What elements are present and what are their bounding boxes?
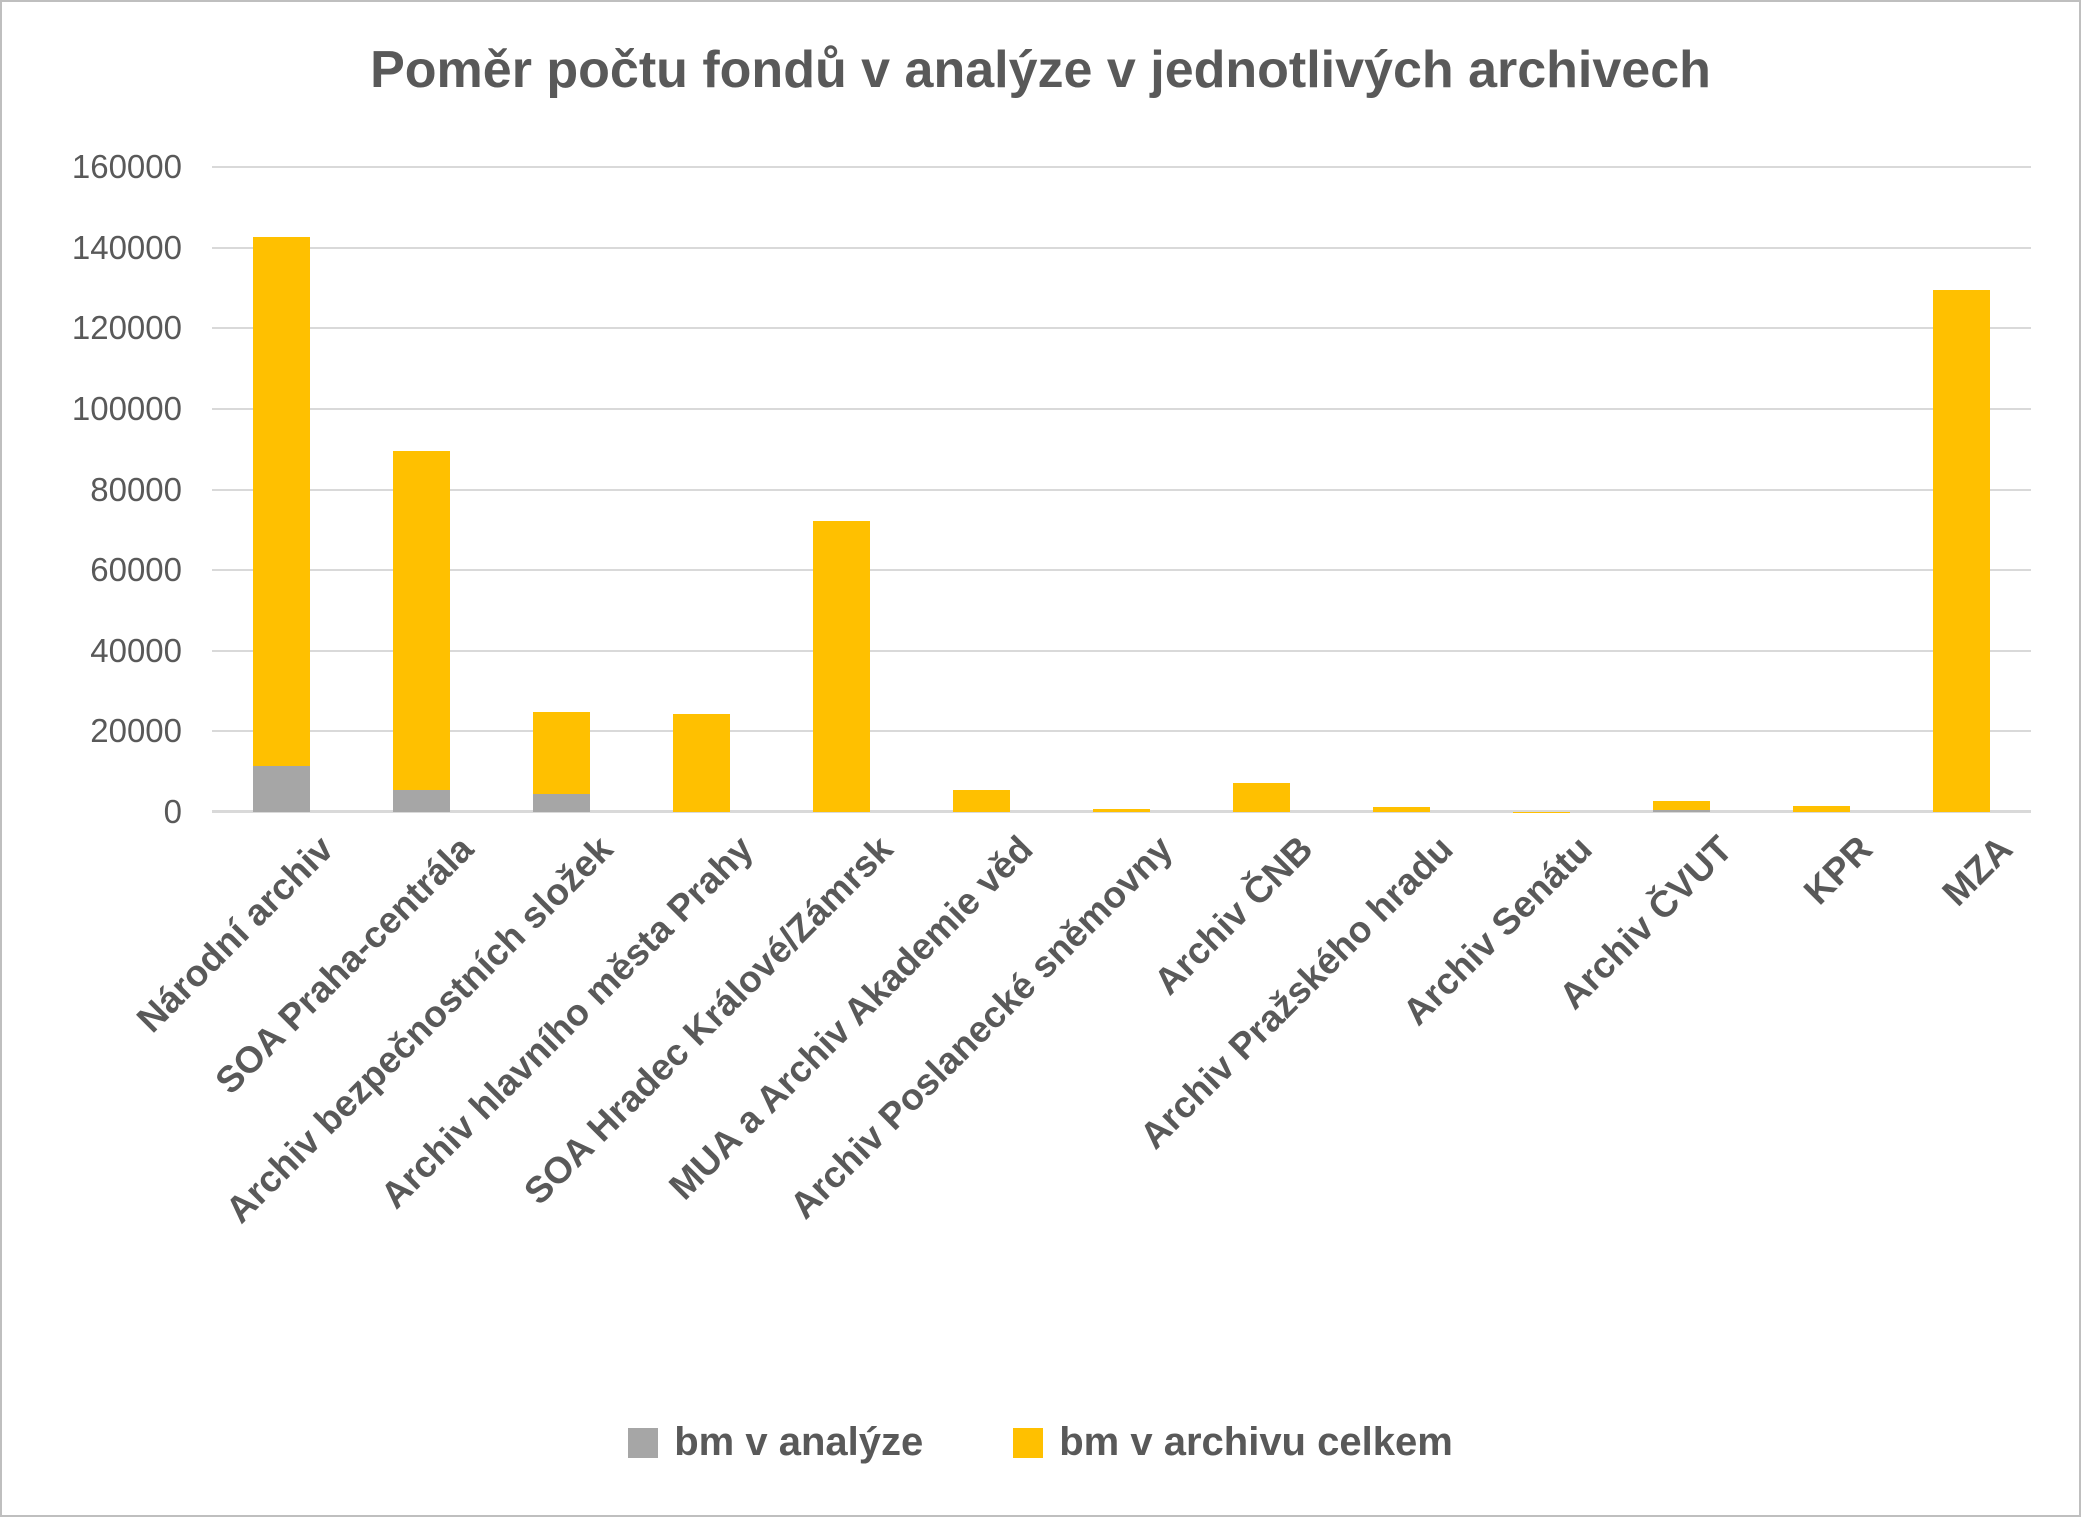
gridline [212,327,2031,330]
gridline [212,730,2031,733]
y-tick-label: 80000 [90,470,182,508]
gridline [212,166,2031,168]
bar-segment-bm-v-analyze [253,766,311,812]
y-axis-tick-labels: 0 20000 40000 60000 80000 100000 120000 140000 1… [2,148,182,830]
bar-segment-bm-v-archivu-celkem [253,236,311,767]
bar-segment-bm-v-archivu-celkem [533,712,591,795]
x-category-label-text: MZA [1934,828,2021,914]
bar-segment-bm-v-analyze [393,790,451,812]
bar-segment-bm-v-archivu-celkem [1932,289,1990,812]
bar-segment-bm-v-archivu-celkem [1232,782,1290,812]
bar-segment-bm-v-analyze [533,794,591,812]
legend-swatch-bm-v-analyze [628,1427,659,1458]
y-tick-label: 0 [163,793,182,830]
y-tick-label: 140000 [71,228,182,266]
y-tick-label: 40000 [90,631,182,669]
bar-segment-bm-v-analyze [1652,810,1710,812]
bar-segment-bm-v-archivu-celkem [1093,808,1150,812]
bar-segment-bm-v-archivu-celkem [393,450,451,791]
gridline [212,649,2031,652]
x-category-label-text: KPR [1795,828,1881,913]
y-tick-label: 100000 [71,389,182,427]
y-tick-label: 160000 [71,148,182,185]
bar-segment-bm-v-archivu-celkem [1652,801,1710,811]
bar-segment-bm-v-archivu-celkem [673,714,731,812]
legend-label-bm-v-archivu-celkem: bm v archivu celkem [1059,1420,1453,1464]
x-category-label-text: SOA Praha-centrála [207,828,481,1102]
y-tick-label: 120000 [71,309,182,347]
bar-segment-bm-v-archivu-celkem [1372,806,1430,812]
legend-label-bm-v-analyze: bm v analýze [674,1420,924,1464]
y-tick-label: 20000 [90,712,182,750]
y-tick-label: 60000 [90,551,182,589]
plot-area [212,166,2031,813]
bar-segment-bm-v-archivu-celkem [813,520,871,812]
gridline [212,569,2031,572]
chart-title: Poměr počtu fondů v analýze v jednotlivý… [370,41,1711,99]
legend: bm v analýze bm v archivu celkem [2,1420,2079,1465]
legend-swatch-bm-v-archivu-celkem [1013,1427,1044,1458]
gridline [212,246,2031,249]
bar-segment-bm-v-archivu-celkem [953,790,1011,812]
x-axis-category-labels: Národní archiv SOA Praha-centrála Archiv b… [129,828,2031,1398]
gridline [212,488,2031,491]
gridline [212,407,2031,410]
bar-segment-bm-v-archivu-celkem [1792,805,1850,812]
